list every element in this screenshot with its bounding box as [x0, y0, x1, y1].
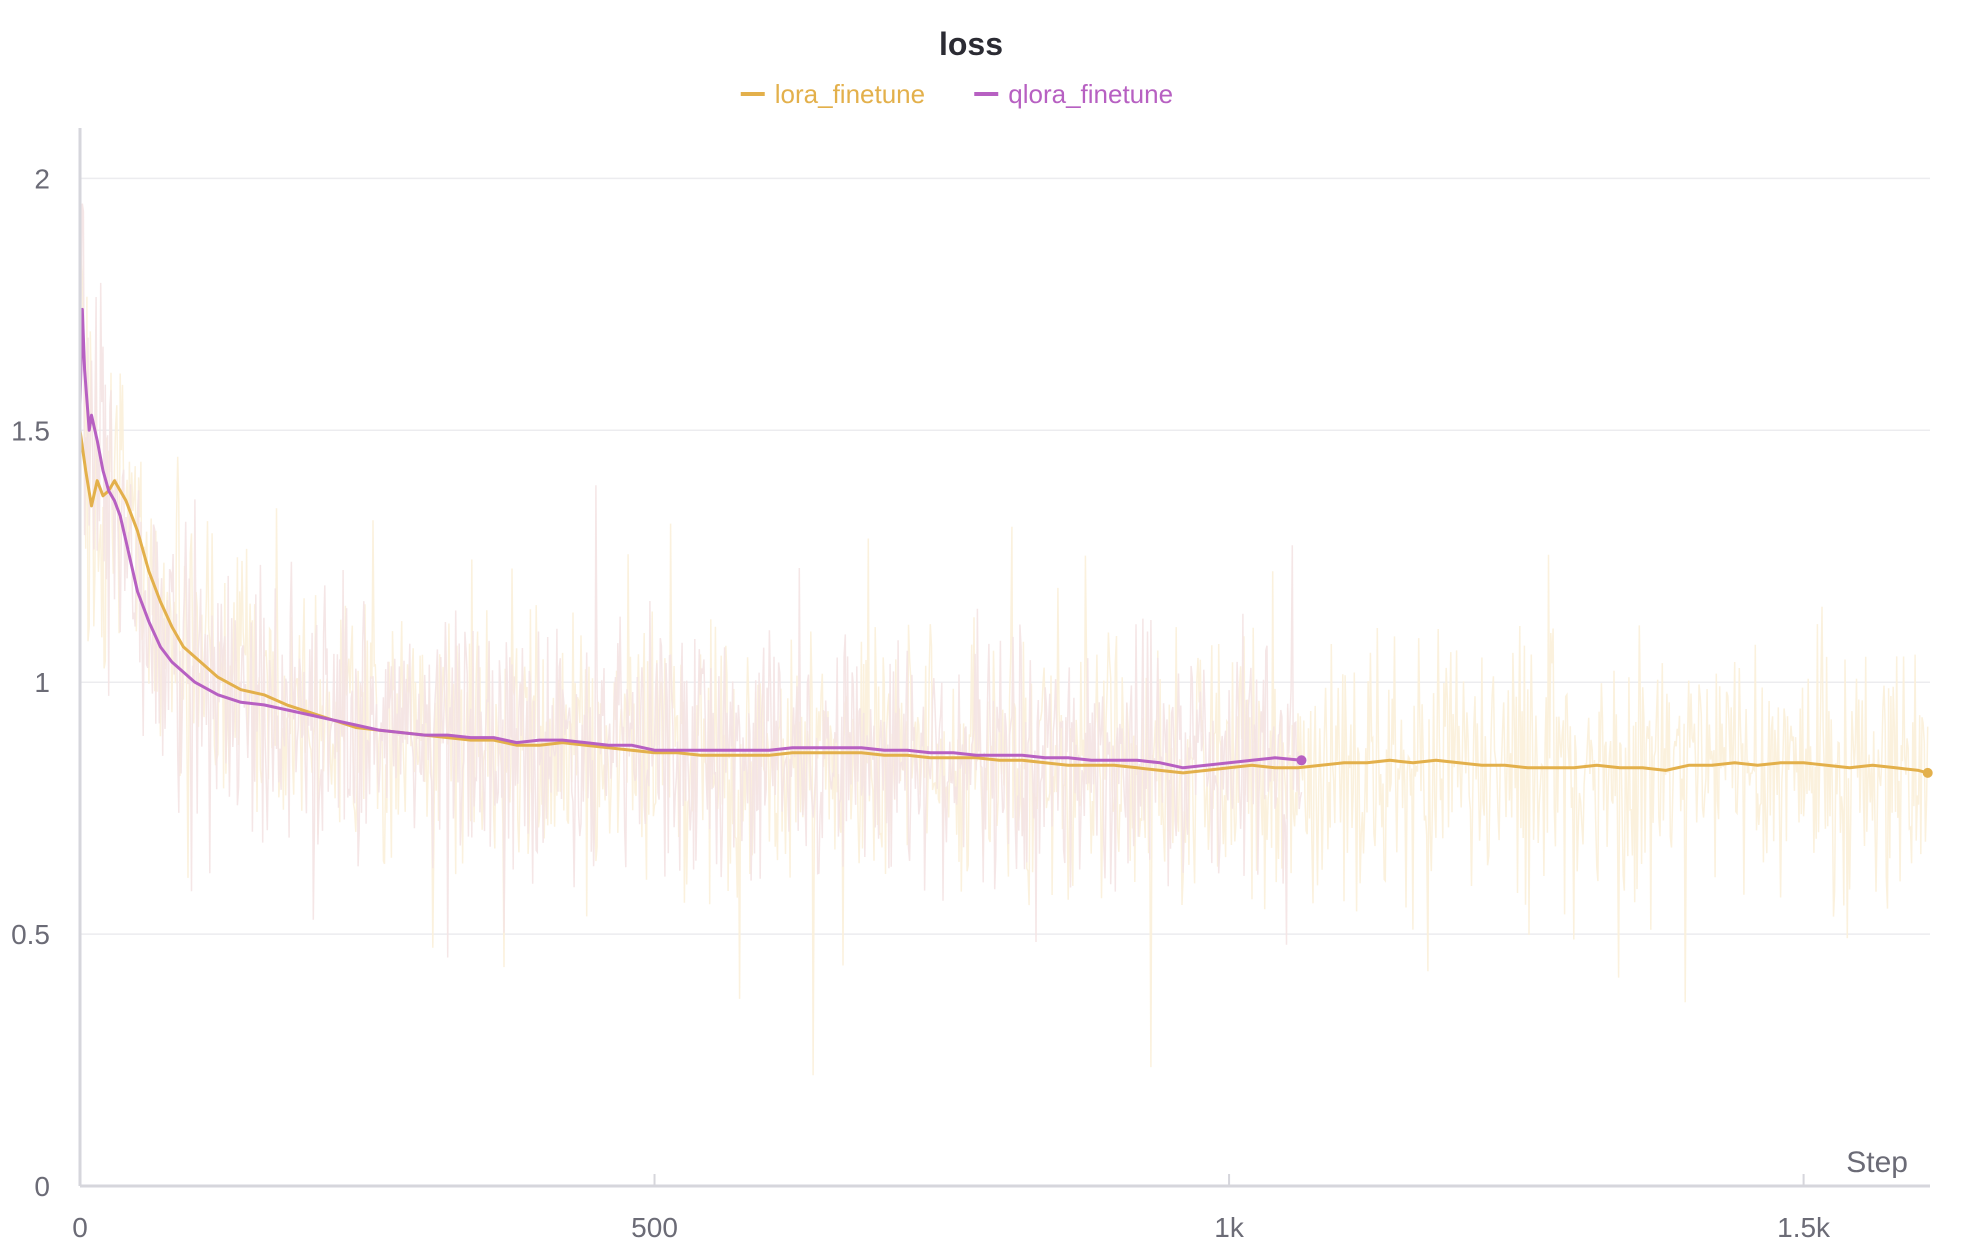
- x-axis-label: Step: [1846, 1146, 1908, 1179]
- axes: 0 0.5 1 1.5 2 0 500 1k 1.5k: [11, 128, 1930, 1243]
- y-tick-label: 0.5: [11, 919, 50, 950]
- x-tick-label: 0: [72, 1212, 88, 1243]
- x-tick-label: 1k: [1214, 1212, 1245, 1243]
- series-layer: [78, 307, 1933, 778]
- x-tick-label: 1.5k: [1777, 1212, 1831, 1243]
- series-line-lora_finetune[interactable]: [78, 430, 1929, 775]
- raw-noise-layer: [79, 203, 1929, 1076]
- y-tick-label: 1.5: [11, 415, 50, 446]
- series-line-qlora_finetune[interactable]: [78, 307, 1302, 770]
- series-endpoint-qlora_finetune[interactable]: [1296, 755, 1307, 766]
- y-tick-label: 0: [34, 1171, 50, 1202]
- legend-label[interactable]: lora_finetune: [775, 79, 925, 109]
- y-tick-label: 1: [34, 667, 50, 698]
- raw-series-lora_finetune: [79, 254, 1929, 1076]
- chart-title: loss: [939, 26, 1003, 62]
- legend-label[interactable]: qlora_finetune: [1008, 79, 1173, 109]
- x-tick-label: 500: [631, 1212, 678, 1243]
- series-endpoint-lora_finetune[interactable]: [1922, 767, 1933, 778]
- legend[interactable]: lora_finetune qlora_finetune: [740, 79, 1173, 109]
- y-tick-label: 2: [34, 163, 50, 194]
